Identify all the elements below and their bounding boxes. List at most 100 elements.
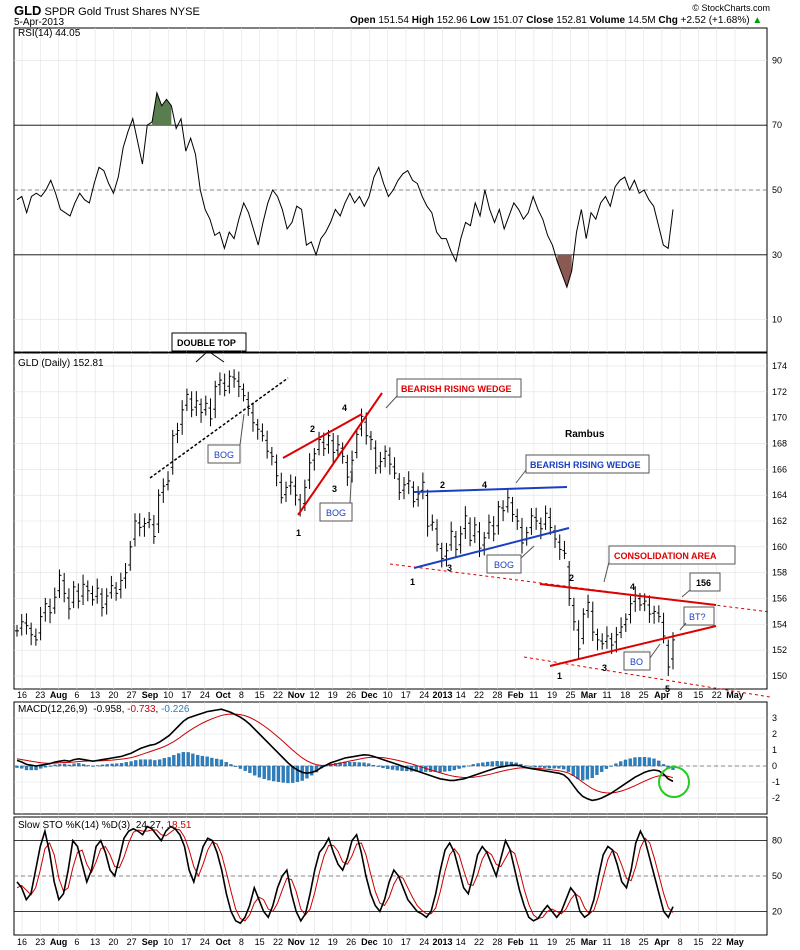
x-tick-label: 11 (529, 690, 538, 700)
consolidation-lower-line (549, 625, 717, 667)
price-bar (505, 488, 510, 513)
price-bar (260, 423, 265, 442)
macd-histogram-bar (195, 754, 200, 767)
price-tick-label: 170 (772, 413, 787, 423)
macd-histogram-bar (167, 757, 171, 767)
price-bar (510, 496, 515, 522)
price-bar (392, 457, 397, 479)
macd-highlight-circle (658, 766, 690, 798)
consolidation-upper-line (539, 583, 717, 606)
rsi-tick-label: 50 (772, 185, 782, 195)
macd-histogram-bar (600, 765, 604, 772)
macd-histogram-bar (100, 764, 105, 767)
price-bar (29, 622, 34, 646)
macd-histogram-bar (219, 759, 224, 767)
macd-histogram-bar (466, 765, 471, 767)
price-tick-label: 174 (772, 361, 787, 371)
macd-histogram-bar (371, 765, 376, 767)
price-bar (208, 398, 213, 427)
x-tick-label: 18 (620, 937, 630, 947)
macd-histogram-bar (452, 765, 456, 771)
price-layer (15, 369, 675, 676)
macd-layer (15, 708, 675, 802)
x-tick-label: 24 (200, 690, 210, 700)
macd-histogram-bar (43, 765, 48, 768)
price-bar (397, 473, 402, 500)
macd-histogram-bar (39, 765, 43, 769)
price-bar (85, 580, 90, 602)
x-tick-label: 22 (474, 937, 484, 947)
macd-histogram-bar (619, 761, 623, 767)
x-tick-label: Feb (508, 690, 525, 700)
price-bar (430, 514, 435, 531)
price-bar (519, 517, 524, 554)
macd-signal-value: -0.733 (127, 704, 156, 715)
price-bar (600, 633, 605, 650)
rsi-oversold-area (557, 254, 572, 288)
price-bar (76, 583, 81, 609)
price-bar (453, 530, 458, 557)
x-tick-label: 12 (310, 937, 320, 947)
rsi-line (16, 90, 674, 289)
price-bar (227, 370, 232, 394)
x-tick-label: 6 (74, 690, 79, 700)
price-bar (269, 446, 274, 466)
price-bar (199, 398, 204, 423)
macd-histogram-bar (348, 762, 352, 767)
price-bar (194, 391, 199, 417)
sto-k-value: 24.27 (136, 820, 161, 831)
macd-histogram-bar (647, 757, 651, 767)
macd-histogram-bar (210, 757, 214, 767)
macd-histogram-bar (48, 765, 52, 767)
price-bar (38, 606, 43, 641)
price-bar (529, 508, 534, 535)
price-bar (326, 429, 331, 454)
price-bar (571, 597, 576, 631)
x-tick-label: 19 (547, 937, 557, 947)
x-tick-label: 22 (474, 690, 484, 700)
macd-histogram-bar (638, 757, 642, 767)
volume-label: Volume (589, 15, 626, 26)
x-tick-label: Sep (142, 937, 159, 947)
macd-histogram-bar (590, 765, 594, 778)
price-bar (548, 507, 553, 535)
macd-name: MACD(12,26,9) (18, 704, 87, 715)
x-tick-label: 2013 (432, 690, 452, 700)
price-bar (15, 625, 19, 637)
price-tick-label: 168 (772, 438, 787, 448)
macd-histogram-bar (224, 762, 228, 767)
macd-histogram-bar (153, 760, 157, 767)
price-bar (411, 481, 416, 508)
macd-histogram-bar (376, 765, 380, 767)
x-tick-label: Dec (361, 937, 378, 947)
macd-histogram-bar (490, 761, 495, 767)
wave2-point-4: 4 (482, 480, 487, 490)
macd-histogram-bar (67, 764, 71, 767)
macd-histogram-bar (381, 765, 385, 769)
macd-histogram-bar (595, 765, 599, 775)
bo-label: BO (630, 657, 643, 667)
x-tick-label: 14 (456, 937, 466, 947)
double-top-box (171, 332, 247, 352)
rsi-overbought-area (152, 92, 172, 126)
macd-histogram-bar (253, 765, 257, 776)
macd-histogram-bar (557, 765, 561, 769)
x-tick-label: 15 (255, 937, 265, 947)
macd-hist-value: -0.226 (161, 704, 190, 715)
price-bar (142, 517, 147, 537)
price-bar (250, 403, 255, 432)
x-tick-label: 23 (35, 937, 45, 947)
sto-k-line (16, 825, 674, 925)
macd-histogram-bar (576, 765, 580, 780)
price-bar (581, 608, 586, 645)
macd-panel (13, 701, 768, 815)
price-bar (590, 601, 595, 642)
macd-tick-label: 3 (772, 713, 777, 723)
price-bar (345, 454, 350, 486)
low-label: Low (470, 15, 491, 26)
macd-histogram-bar (200, 755, 205, 767)
bog1-box (207, 444, 241, 464)
open-label: Open (350, 15, 376, 26)
macd-histogram-bar (105, 764, 109, 767)
x-tick-label: 13 (90, 937, 100, 947)
